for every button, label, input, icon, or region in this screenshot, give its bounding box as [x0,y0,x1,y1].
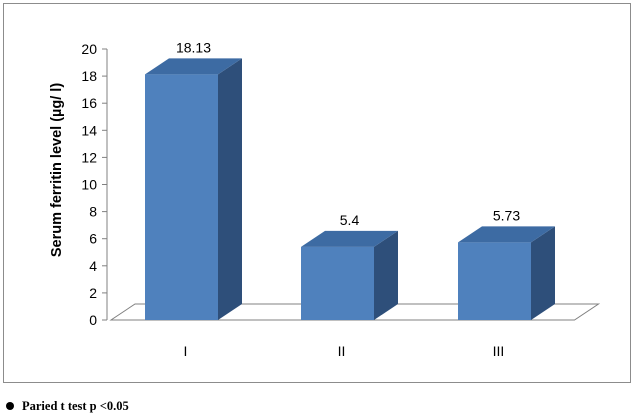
bar-side [218,58,242,320]
data-label: 18.13 [176,39,211,55]
y-tick-label: 2 [89,285,97,301]
bar [458,226,555,320]
x-category-label: III [493,343,505,359]
bar-front [301,246,374,320]
data-label: 5.73 [493,207,520,223]
y-tick-label: 10 [81,177,97,193]
chart-frame: 0 2 4 6 8 10 12 14 16 18 20 18.13 I 5.4 II 5.73 III Ser… [3,3,631,383]
bar [145,58,242,320]
y-tick-label: 0 [89,312,97,328]
bar-side [374,230,398,320]
footnote: Paried t test p <0.05 [6,398,129,414]
y-tick-label: 4 [89,258,97,274]
bar-top [145,58,242,75]
data-label: 5.4 [340,212,360,228]
y-tick-label: 12 [81,149,97,165]
bar-side [531,226,555,320]
y-tick-label: 16 [81,95,97,111]
bar-front [145,74,218,320]
footnote-text: Paried t test p <0.05 [22,398,129,413]
x-category-label: II [338,343,346,359]
y-tick-label: 8 [89,204,97,220]
bar-chart: 0 2 4 6 8 10 12 14 16 18 20 18.13 I 5.4 II 5.73 III Ser… [49,39,601,359]
y-tick-label: 18 [81,68,97,84]
bar-front [458,242,531,320]
y-tick-label: 20 [81,41,97,57]
bar [301,230,398,320]
x-category-label: I [184,343,188,359]
bar-top [301,230,398,247]
bullet-icon [6,402,14,410]
y-tick-label: 14 [81,122,97,138]
y-axis-label: Serum ferritin level (µg/ l) [49,83,65,258]
bar-top [458,226,555,243]
y-tick-label: 6 [89,231,97,247]
